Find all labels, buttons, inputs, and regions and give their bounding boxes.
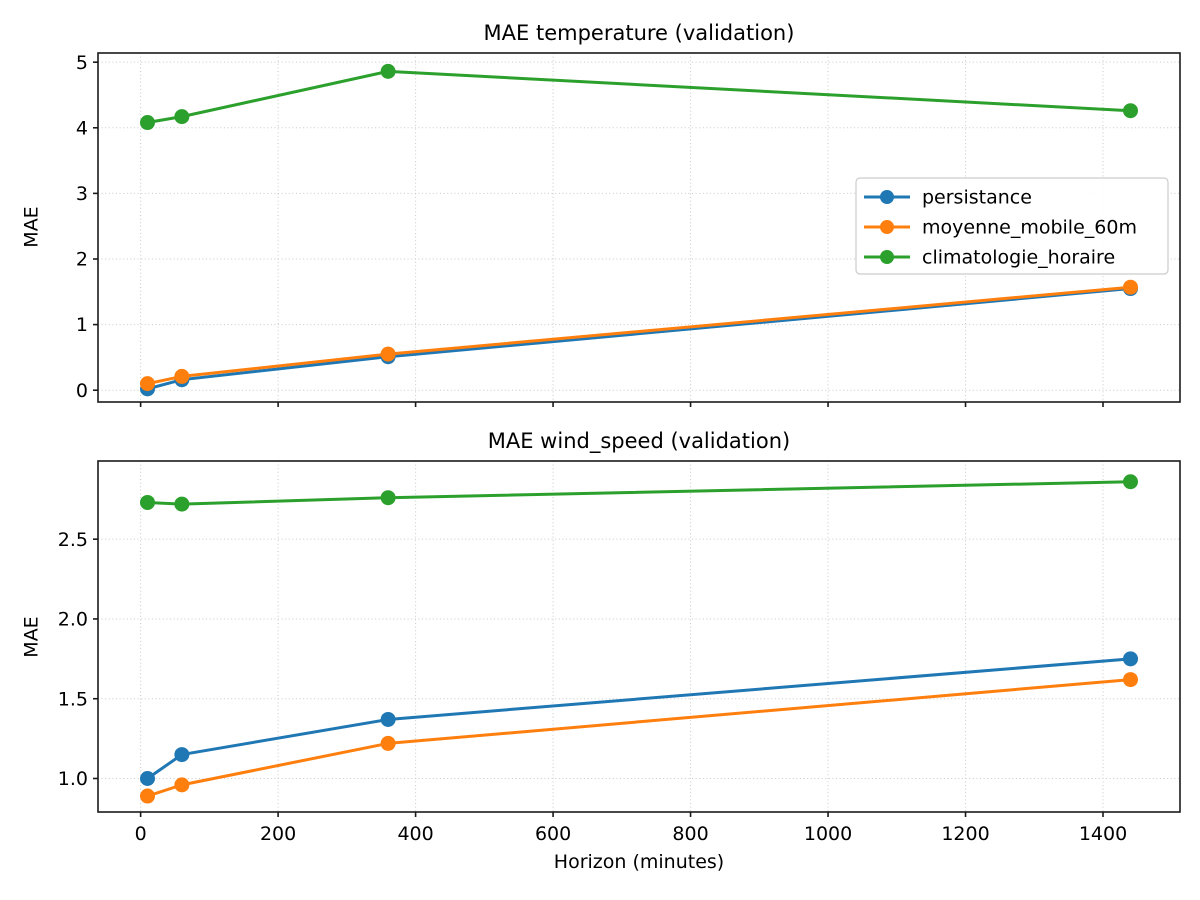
series-line-climatologie_horaire (145, 480, 1133, 506)
data-point-moyenne_mobile_60m (139, 376, 155, 392)
x-tick-label: 1400 (1079, 823, 1127, 845)
series-moyenne_mobile_60m (139, 279, 1139, 392)
x-axis-label: Horizon (minutes) (554, 851, 724, 873)
data-point-climatologie_horaire (380, 63, 396, 79)
data-point-moyenne_mobile_60m (380, 346, 396, 362)
legend-marker (880, 250, 894, 264)
temperature-y-axis-label: MAE (21, 206, 43, 247)
legend-label: climatologie_horaire (922, 247, 1115, 269)
legend-item-climatologie_horaire: climatologie_horaire (864, 247, 1115, 269)
data-point-persistance (139, 770, 155, 786)
series-moyenne_mobile_60m (139, 672, 1139, 804)
data-point-moyenne_mobile_60m (1123, 279, 1139, 295)
y-tick-label: 1.5 (58, 688, 88, 710)
data-point-moyenne_mobile_60m (139, 788, 155, 804)
data-point-climatologie_horaire (380, 490, 396, 506)
data-point-persistance (1123, 651, 1139, 667)
y-tick-label: 1.0 (58, 768, 88, 790)
x-tick-label: 800 (672, 823, 708, 845)
data-point-climatologie_horaire (1123, 103, 1139, 119)
series-line-moyenne_mobile_60m (145, 678, 1133, 798)
x-tick-label: 600 (535, 823, 571, 845)
data-point-climatologie_horaire (139, 115, 155, 131)
y-tick-label: 1 (76, 314, 88, 336)
x-tick-label: 400 (397, 823, 433, 845)
series-line-climatologie_horaire (145, 69, 1133, 125)
wind-speed-y-axis-label: MAE (21, 616, 43, 657)
y-tick-label: 2 (76, 249, 88, 271)
series-climatologie_horaire (139, 474, 1139, 512)
legend-marker (880, 190, 894, 204)
legend: persistance moyenne_mobile_60m climatologi… (855, 177, 1169, 275)
y-tick-label: 0 (76, 380, 88, 402)
legend-item-persistance: persistance (864, 187, 1032, 209)
y-tick-label: 2.5 (58, 529, 88, 551)
series-line-moyenne_mobile_60m (145, 285, 1133, 386)
series-climatologie_horaire (139, 63, 1139, 131)
data-point-moyenne_mobile_60m (380, 735, 396, 751)
data-point-moyenne_mobile_60m (174, 368, 190, 384)
grid (98, 53, 1180, 402)
x-tick-label: 1200 (941, 823, 989, 845)
x-tick-label: 0 (135, 823, 147, 845)
y-tick-label: 2.0 (58, 609, 88, 631)
y-tick-label: 4 (76, 117, 88, 139)
data-point-climatologie_horaire (1123, 474, 1139, 490)
x-tick-label: 1000 (804, 823, 852, 845)
x-tick-label: 200 (260, 823, 296, 845)
grid (98, 461, 1180, 812)
series-line-persistance (145, 657, 1133, 780)
temperature-chart-title: MAE temperature (validation) (484, 21, 795, 45)
y-tick-label: 3 (76, 183, 88, 205)
data-point-moyenne_mobile_60m (174, 777, 190, 793)
legend-marker (880, 220, 894, 234)
data-point-persistance (174, 747, 190, 763)
legend-label: moyenne_mobile_60m (922, 217, 1137, 239)
legend-item-moyenne_mobile_60m: moyenne_mobile_60m (864, 217, 1137, 239)
plot-spines (97, 52, 1181, 403)
data-point-climatologie_horaire (174, 496, 190, 512)
wind-speed-chart-title: MAE wind_speed (validation) (488, 429, 790, 454)
data-point-moyenne_mobile_60m (1123, 672, 1139, 688)
y-tick-label: 5 (76, 52, 88, 74)
data-point-climatologie_horaire (139, 494, 155, 510)
series-persistance (139, 651, 1139, 786)
legend-label: persistance (922, 187, 1032, 209)
wind-speed-chart: 0 200 400 600 800 1000 1200 1400 1.0 1.5 2.0 2.5 (58, 460, 1181, 845)
legend-box (855, 177, 1169, 275)
data-point-climatologie_horaire (174, 109, 190, 125)
data-point-persistance (380, 711, 396, 727)
plot-spines (97, 460, 1181, 813)
series-line-persistance (145, 287, 1133, 391)
temperature-chart: 0 1 2 3 4 5 persistance moyenne_mobile_60mclima… (76, 52, 1181, 407)
